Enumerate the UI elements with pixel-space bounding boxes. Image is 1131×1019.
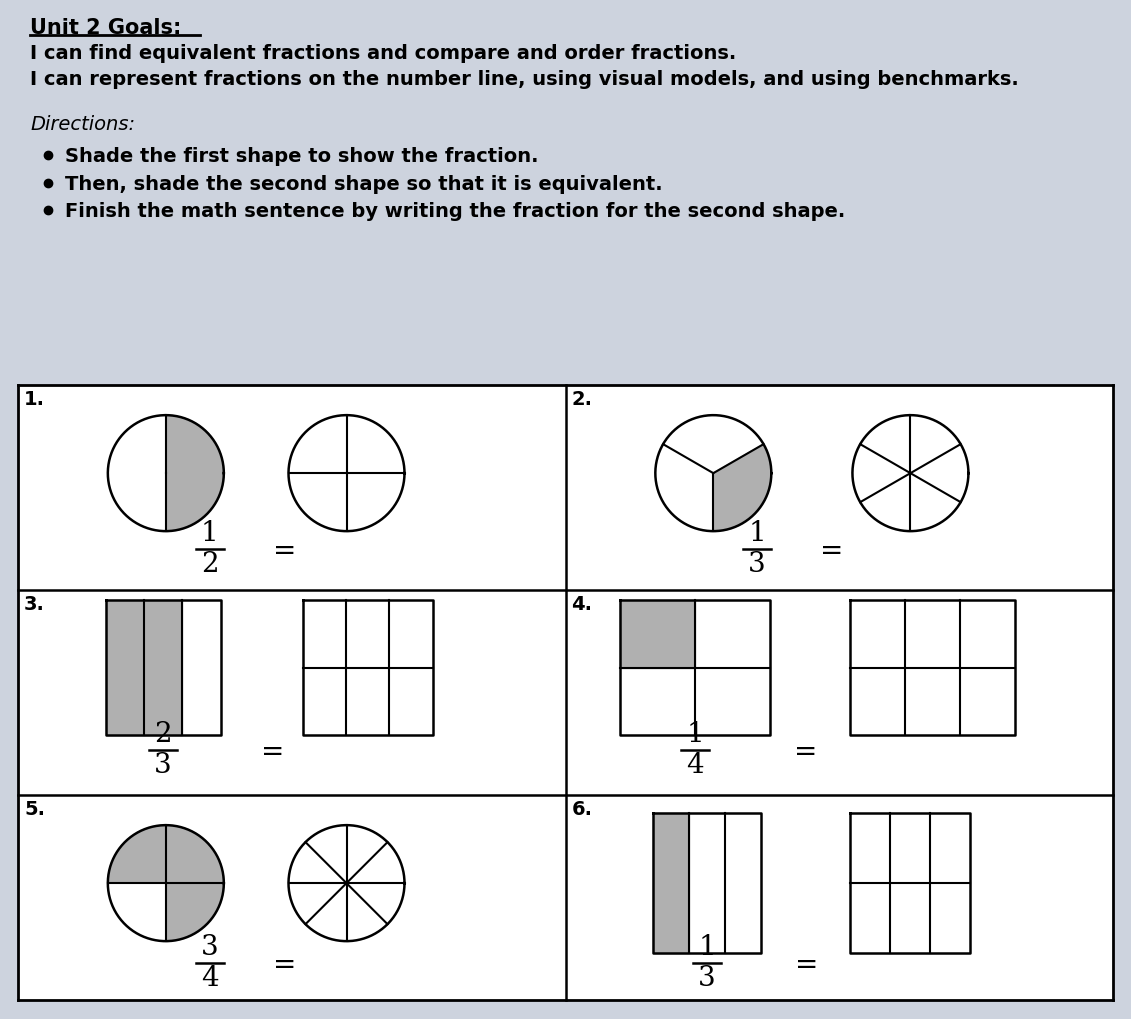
Text: 1.: 1. <box>24 390 45 409</box>
Polygon shape <box>107 415 224 531</box>
Text: Directions:: Directions: <box>31 115 135 135</box>
Text: 4: 4 <box>687 752 705 779</box>
Text: Finish the math sentence by writing the fraction for the second shape.: Finish the math sentence by writing the … <box>64 202 845 221</box>
Text: 2.: 2. <box>571 390 593 409</box>
Text: 5.: 5. <box>24 800 45 819</box>
Polygon shape <box>107 825 224 942</box>
Polygon shape <box>303 600 433 736</box>
Polygon shape <box>166 825 224 883</box>
Text: 2: 2 <box>201 551 218 578</box>
Polygon shape <box>853 415 968 531</box>
Polygon shape <box>288 415 405 531</box>
Text: 6.: 6. <box>571 800 593 819</box>
Text: 3: 3 <box>749 551 766 578</box>
Text: =: = <box>795 951 819 979</box>
Text: 1: 1 <box>698 934 716 961</box>
Text: 1: 1 <box>687 720 705 748</box>
Polygon shape <box>166 415 224 531</box>
Text: 2: 2 <box>154 720 172 748</box>
Text: =: = <box>794 738 817 766</box>
Polygon shape <box>653 813 689 953</box>
Polygon shape <box>166 883 224 942</box>
Text: Unit 2 Goals:: Unit 2 Goals: <box>31 18 181 38</box>
Text: 3: 3 <box>154 752 172 779</box>
Polygon shape <box>620 600 696 667</box>
Text: =: = <box>273 537 296 565</box>
Text: 4.: 4. <box>571 595 593 614</box>
Polygon shape <box>851 600 1016 736</box>
Polygon shape <box>107 825 166 883</box>
Text: =: = <box>273 951 296 979</box>
Polygon shape <box>620 600 770 736</box>
Text: 4: 4 <box>201 965 218 993</box>
Polygon shape <box>653 813 761 953</box>
Polygon shape <box>655 415 771 531</box>
Text: Then, shade the second shape so that it is equivalent.: Then, shade the second shape so that it … <box>64 175 663 194</box>
Polygon shape <box>288 825 405 942</box>
Text: I can find equivalent fractions and compare and order fractions.: I can find equivalent fractions and comp… <box>31 44 736 63</box>
Text: Shade the first shape to show the fraction.: Shade the first shape to show the fracti… <box>64 147 538 166</box>
Polygon shape <box>105 600 221 736</box>
Polygon shape <box>851 813 970 953</box>
Bar <box>18 385 1113 1000</box>
Text: =: = <box>261 738 285 766</box>
Text: 3.: 3. <box>24 595 45 614</box>
Text: 3: 3 <box>698 965 716 993</box>
Polygon shape <box>105 600 144 736</box>
Text: I can represent fractions on the number line, using visual models, and using ben: I can represent fractions on the number … <box>31 70 1019 89</box>
Polygon shape <box>144 600 182 736</box>
Text: 1: 1 <box>749 520 766 547</box>
Text: =: = <box>820 537 844 565</box>
Polygon shape <box>714 444 771 531</box>
Text: 3: 3 <box>201 934 218 961</box>
Text: 1: 1 <box>200 520 218 547</box>
